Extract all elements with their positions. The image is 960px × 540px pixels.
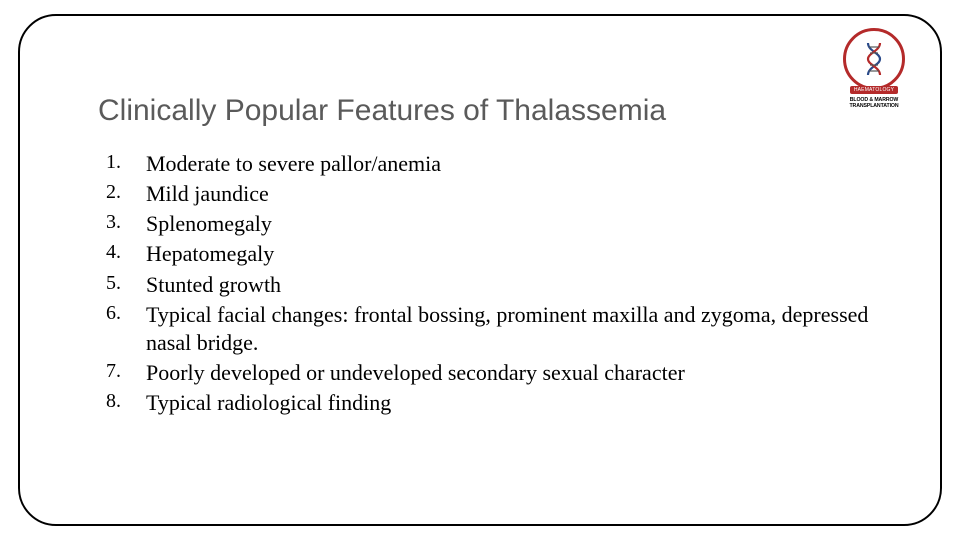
- item-text: Poorly developed or undeveloped secondar…: [146, 359, 900, 387]
- list-item: 5. Stunted growth: [106, 271, 900, 299]
- item-text: Hepatomegaly: [146, 240, 900, 268]
- item-text: Typical radiological finding: [146, 389, 900, 417]
- feature-list: 1. Moderate to severe pallor/anemia 2. M…: [106, 150, 900, 419]
- item-number: 7.: [106, 359, 146, 385]
- list-item: 2. Mild jaundice: [106, 180, 900, 208]
- logo-banner-text: HAEMATOLOGY: [850, 86, 898, 94]
- item-text: Moderate to severe pallor/anemia: [146, 150, 900, 178]
- logo-circle: [843, 28, 905, 90]
- list-item: 8. Typical radiological finding: [106, 389, 900, 417]
- institution-logo: HAEMATOLOGY BLOOD & MARROW TRANSPLANTATI…: [836, 28, 912, 118]
- list-item: 4. Hepatomegaly: [106, 240, 900, 268]
- list-item: 1. Moderate to severe pallor/anemia: [106, 150, 900, 178]
- item-number: 6.: [106, 301, 146, 327]
- item-number: 1.: [106, 150, 146, 176]
- slide-title: Clinically Popular Features of Thalassem…: [98, 94, 666, 128]
- item-number: 2.: [106, 180, 146, 206]
- item-text: Mild jaundice: [146, 180, 900, 208]
- dna-icon: [854, 39, 894, 79]
- list-item: 3. Splenomegaly: [106, 210, 900, 238]
- slide-frame: HAEMATOLOGY BLOOD & MARROW TRANSPLANTATI…: [18, 14, 942, 526]
- item-number: 4.: [106, 240, 146, 266]
- item-number: 8.: [106, 389, 146, 415]
- list-item: 7. Poorly developed or undeveloped secon…: [106, 359, 900, 387]
- logo-subtext: BLOOD & MARROW TRANSPLANTATION: [836, 97, 912, 109]
- item-text: Typical facial changes: frontal bossing,…: [146, 301, 900, 357]
- item-text: Splenomegaly: [146, 210, 900, 238]
- item-number: 5.: [106, 271, 146, 297]
- item-number: 3.: [106, 210, 146, 236]
- item-text: Stunted growth: [146, 271, 900, 299]
- list-item: 6. Typical facial changes: frontal bossi…: [106, 301, 900, 357]
